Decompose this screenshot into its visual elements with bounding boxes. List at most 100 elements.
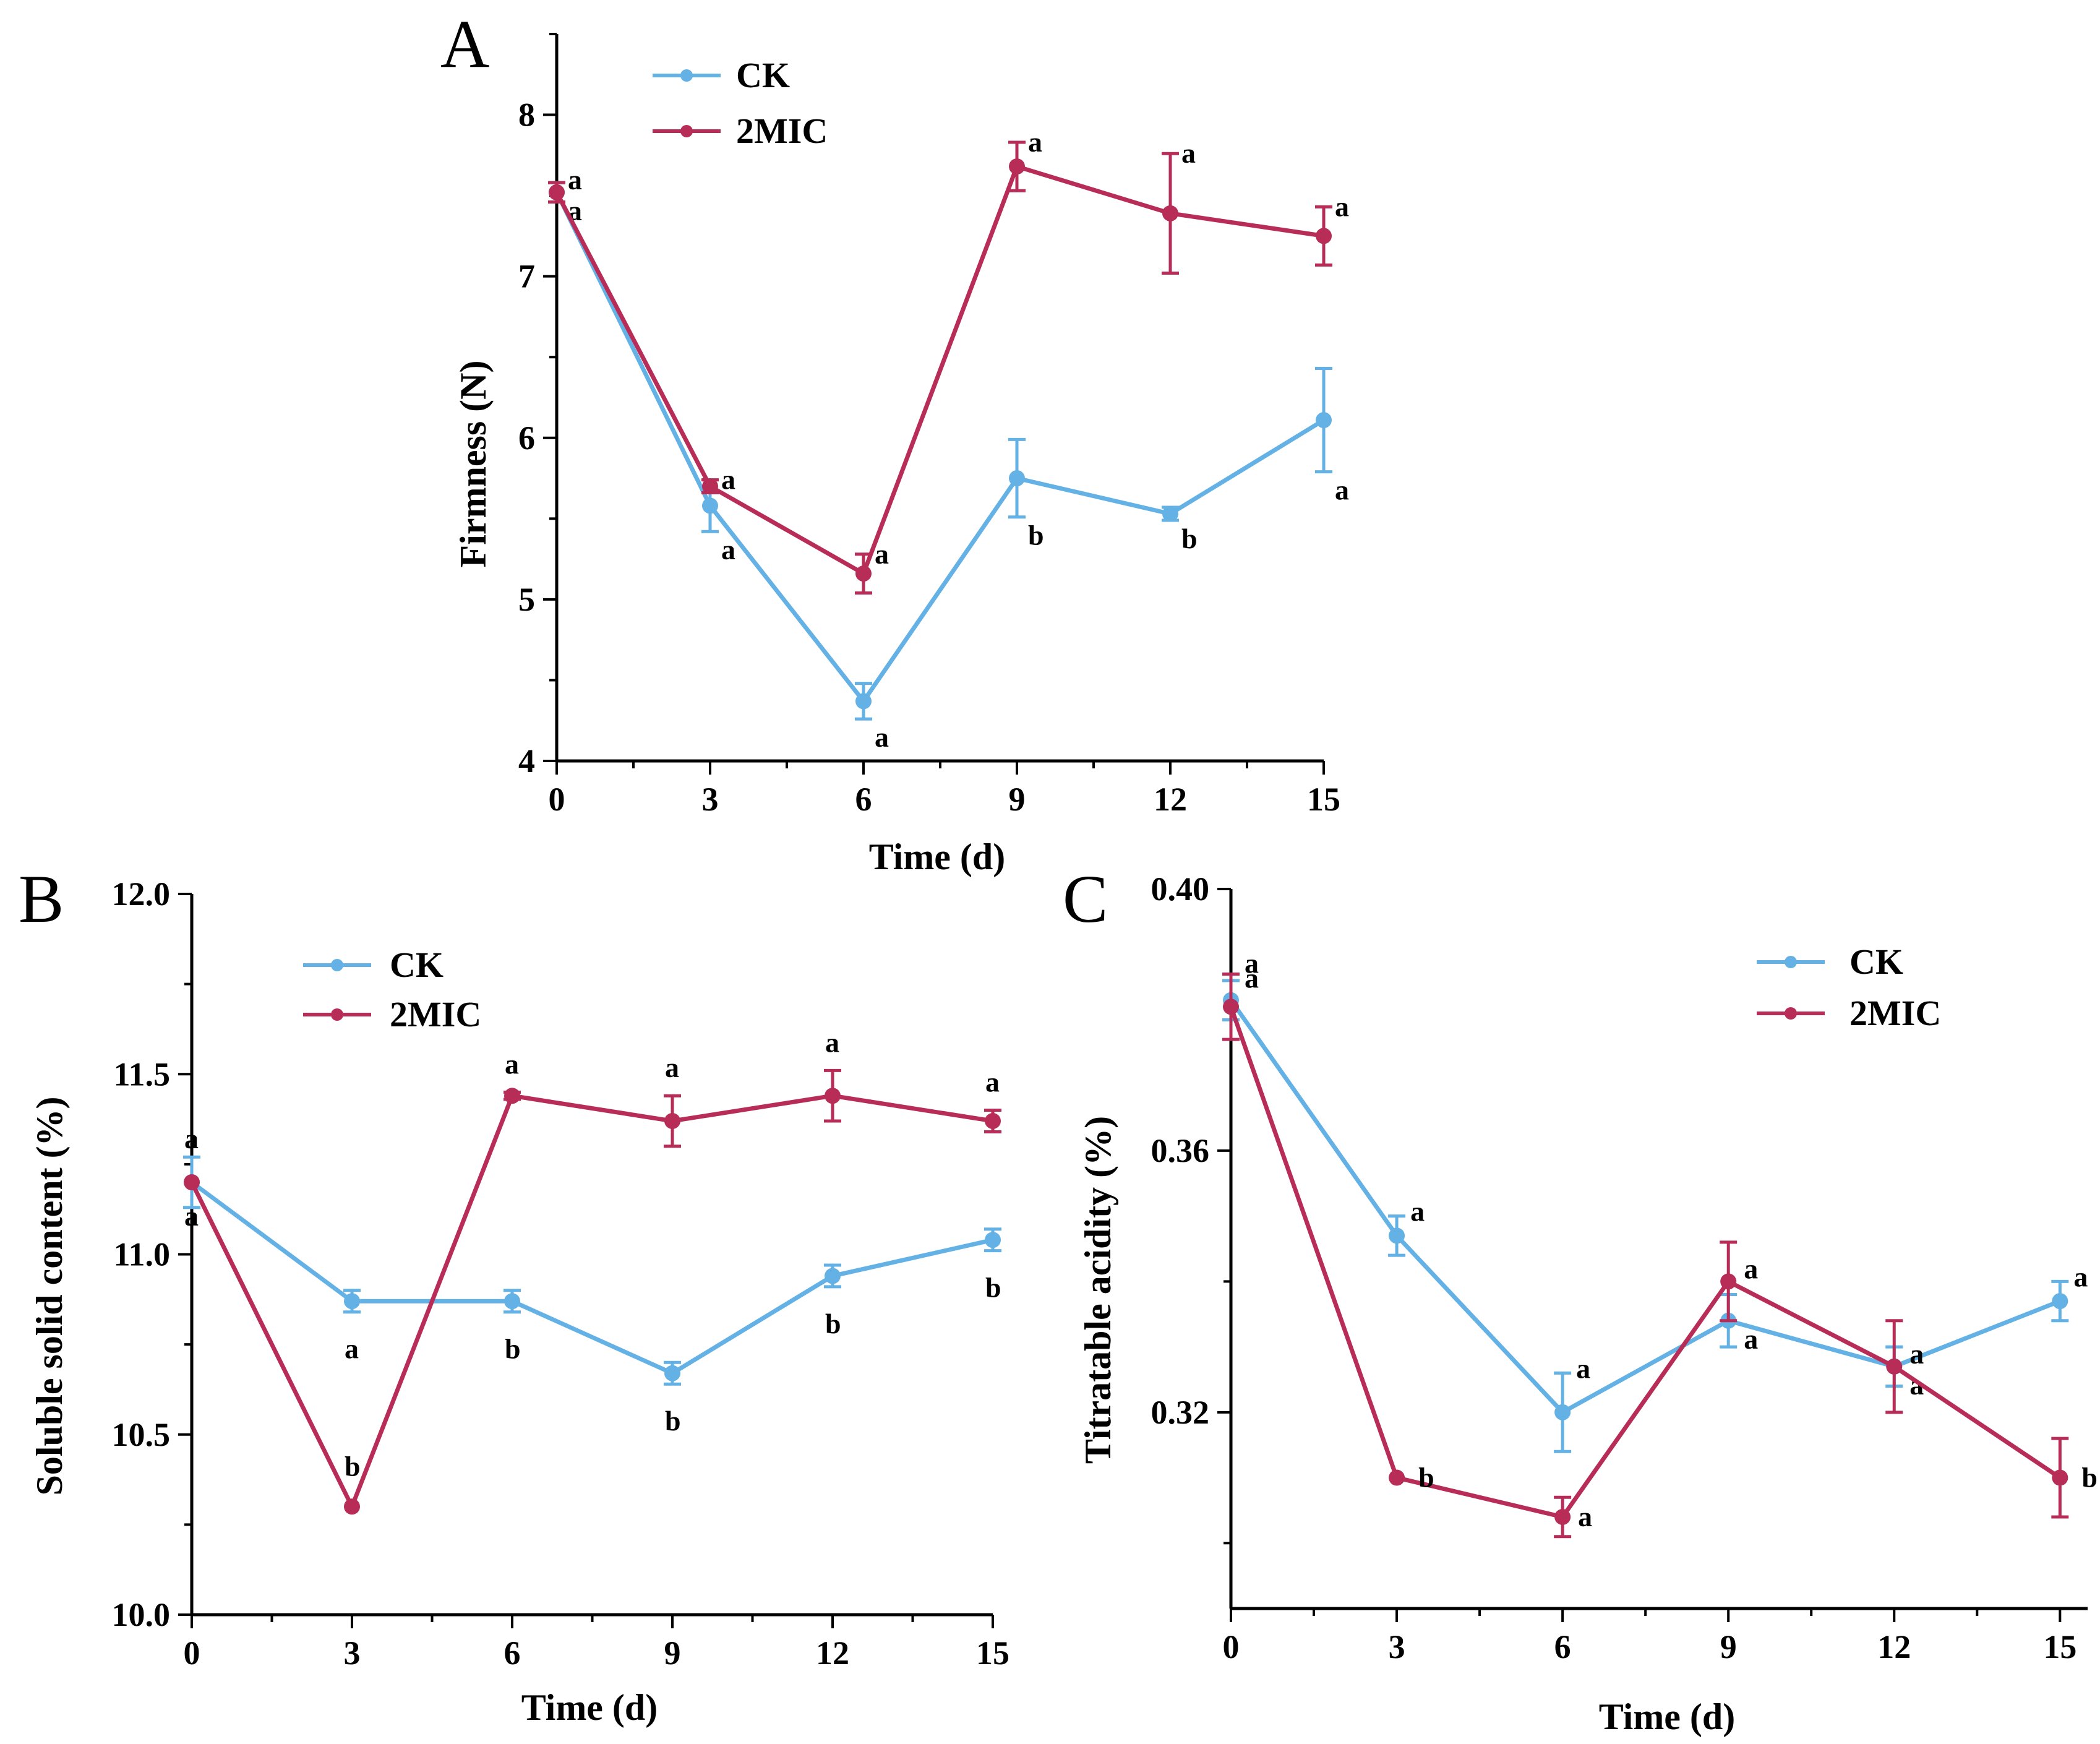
x-tick-label: 15 [1307,781,1340,818]
data-point [1162,505,1178,522]
panel-c-y-title: Titratable acidity (%) [1078,1116,1118,1464]
data-point [2052,1469,2068,1486]
significance-label: a [2073,1261,2088,1292]
x-tick-label: 3 [702,781,719,818]
y-tick-label: 8 [518,97,535,134]
legend-marker-ck [331,959,343,971]
significance-label: a [505,1048,519,1080]
significance-label: a [875,721,889,753]
significance-label: a [1245,963,1259,994]
significance-label: a [568,164,582,195]
data-point [825,1088,841,1104]
data-point [985,1112,1001,1129]
series-line [554,191,1325,703]
panel-c: C Time (d) Titratable acidity (%) 0.32 0.… [1063,861,2098,1737]
data-point [1554,1508,1571,1525]
y-tick-label: 6 [518,419,535,457]
x-tick-label: 12 [1154,781,1187,818]
data-point [1162,205,1178,221]
significance-label: b [665,1405,681,1437]
significance-label: a [1576,1352,1590,1384]
series-2mic: a a a a a a [548,126,1349,595]
series-2mic: a b a a a a [184,1026,1001,1515]
panel-b-y-title: Soluble solid content (%) [29,1096,70,1495]
data-point [1316,228,1332,244]
y-tick-label: 12.0 [112,875,171,913]
significance-label: a [1410,1196,1425,1227]
legend-label-ck: CK [390,945,444,985]
significance-label: b [2081,1462,2098,1493]
significance-label: a [875,538,889,570]
data-point [1886,1358,1903,1375]
series-ck: a a b b b b [183,1155,1001,1437]
significance-label: a [1245,947,1259,979]
legend-marker-2mic [331,1008,343,1021]
significance-label: b [1181,523,1198,554]
significance-label: b [1418,1462,1434,1493]
x-tick-label: 3 [1389,1628,1405,1665]
significance-label: a [721,464,735,496]
data-point [1720,1273,1737,1290]
significance-label: a [1335,475,1349,506]
y-tick-label: 11.0 [113,1236,170,1273]
y-tick-label: 7 [518,258,535,295]
panel-a-legend: CK 2MIC [653,55,828,151]
data-point [855,565,872,582]
data-point [664,1112,680,1129]
series-line [1228,1006,2062,1519]
data-point [825,1268,841,1284]
legend-label-ck: CK [736,55,790,95]
panel-b-legend: CK 2MIC [303,945,481,1034]
panel-c-label: C [1063,861,1108,937]
significance-label: a [665,1052,679,1083]
x-tick-label: 15 [976,1634,1009,1672]
y-tick-label: 11.5 [113,1055,170,1093]
significance-label: b [825,1308,841,1339]
data-point [1389,1469,1405,1486]
x-tick-label: 12 [816,1634,849,1672]
significance-label: a [1578,1501,1592,1532]
panel-b-x-title: Time (d) [521,1687,658,1728]
significance-label: b [1028,520,1044,551]
series-ck: a a a a a a [1222,963,2088,1453]
significance-label: a [721,534,735,565]
panel-a-label: A [440,6,489,82]
significance-label: a [825,1026,839,1058]
x-tick-label: 0 [184,1634,200,1672]
significance-label: b [345,1450,361,1482]
series-line [554,164,1324,576]
y-tick-label: 10.5 [112,1416,171,1453]
data-point [985,1232,1001,1248]
y-tick-label: 0.36 [1151,1132,1210,1169]
data-point [1389,1227,1405,1244]
significance-label: a [1028,126,1042,158]
panel-c-x-title: Time (d) [1599,1696,1736,1737]
x-tick-label: 15 [2043,1628,2076,1665]
legend-marker-ck [1785,956,1797,968]
y-tick-label: 4 [518,742,535,780]
legend-label-ck: CK [1849,942,1903,982]
data-point [344,1293,360,1310]
x-tick-label: 0 [549,781,565,818]
series-ck: a a a b b a [548,181,1349,753]
data-point [1554,1404,1571,1420]
significance-label: a [985,1067,1000,1098]
y-tick-label: 5 [518,581,535,618]
data-point [184,1174,200,1190]
panel-b: B Time (d) Soluble solid content (%) 10.… [19,861,1009,1728]
legend-label-2mic: 2MIC [390,994,481,1034]
significance-label: a [1181,137,1196,169]
panel-b-label: B [19,861,64,937]
data-point [549,184,565,200]
data-point [1009,470,1025,487]
significance-label: a [1744,1253,1758,1284]
x-tick-label: 9 [664,1634,681,1672]
data-point [855,693,872,710]
data-point [504,1088,520,1104]
panel-a-x-title: Time (d) [869,836,1006,877]
x-tick-label: 9 [1009,781,1026,818]
data-point [1223,999,1239,1015]
